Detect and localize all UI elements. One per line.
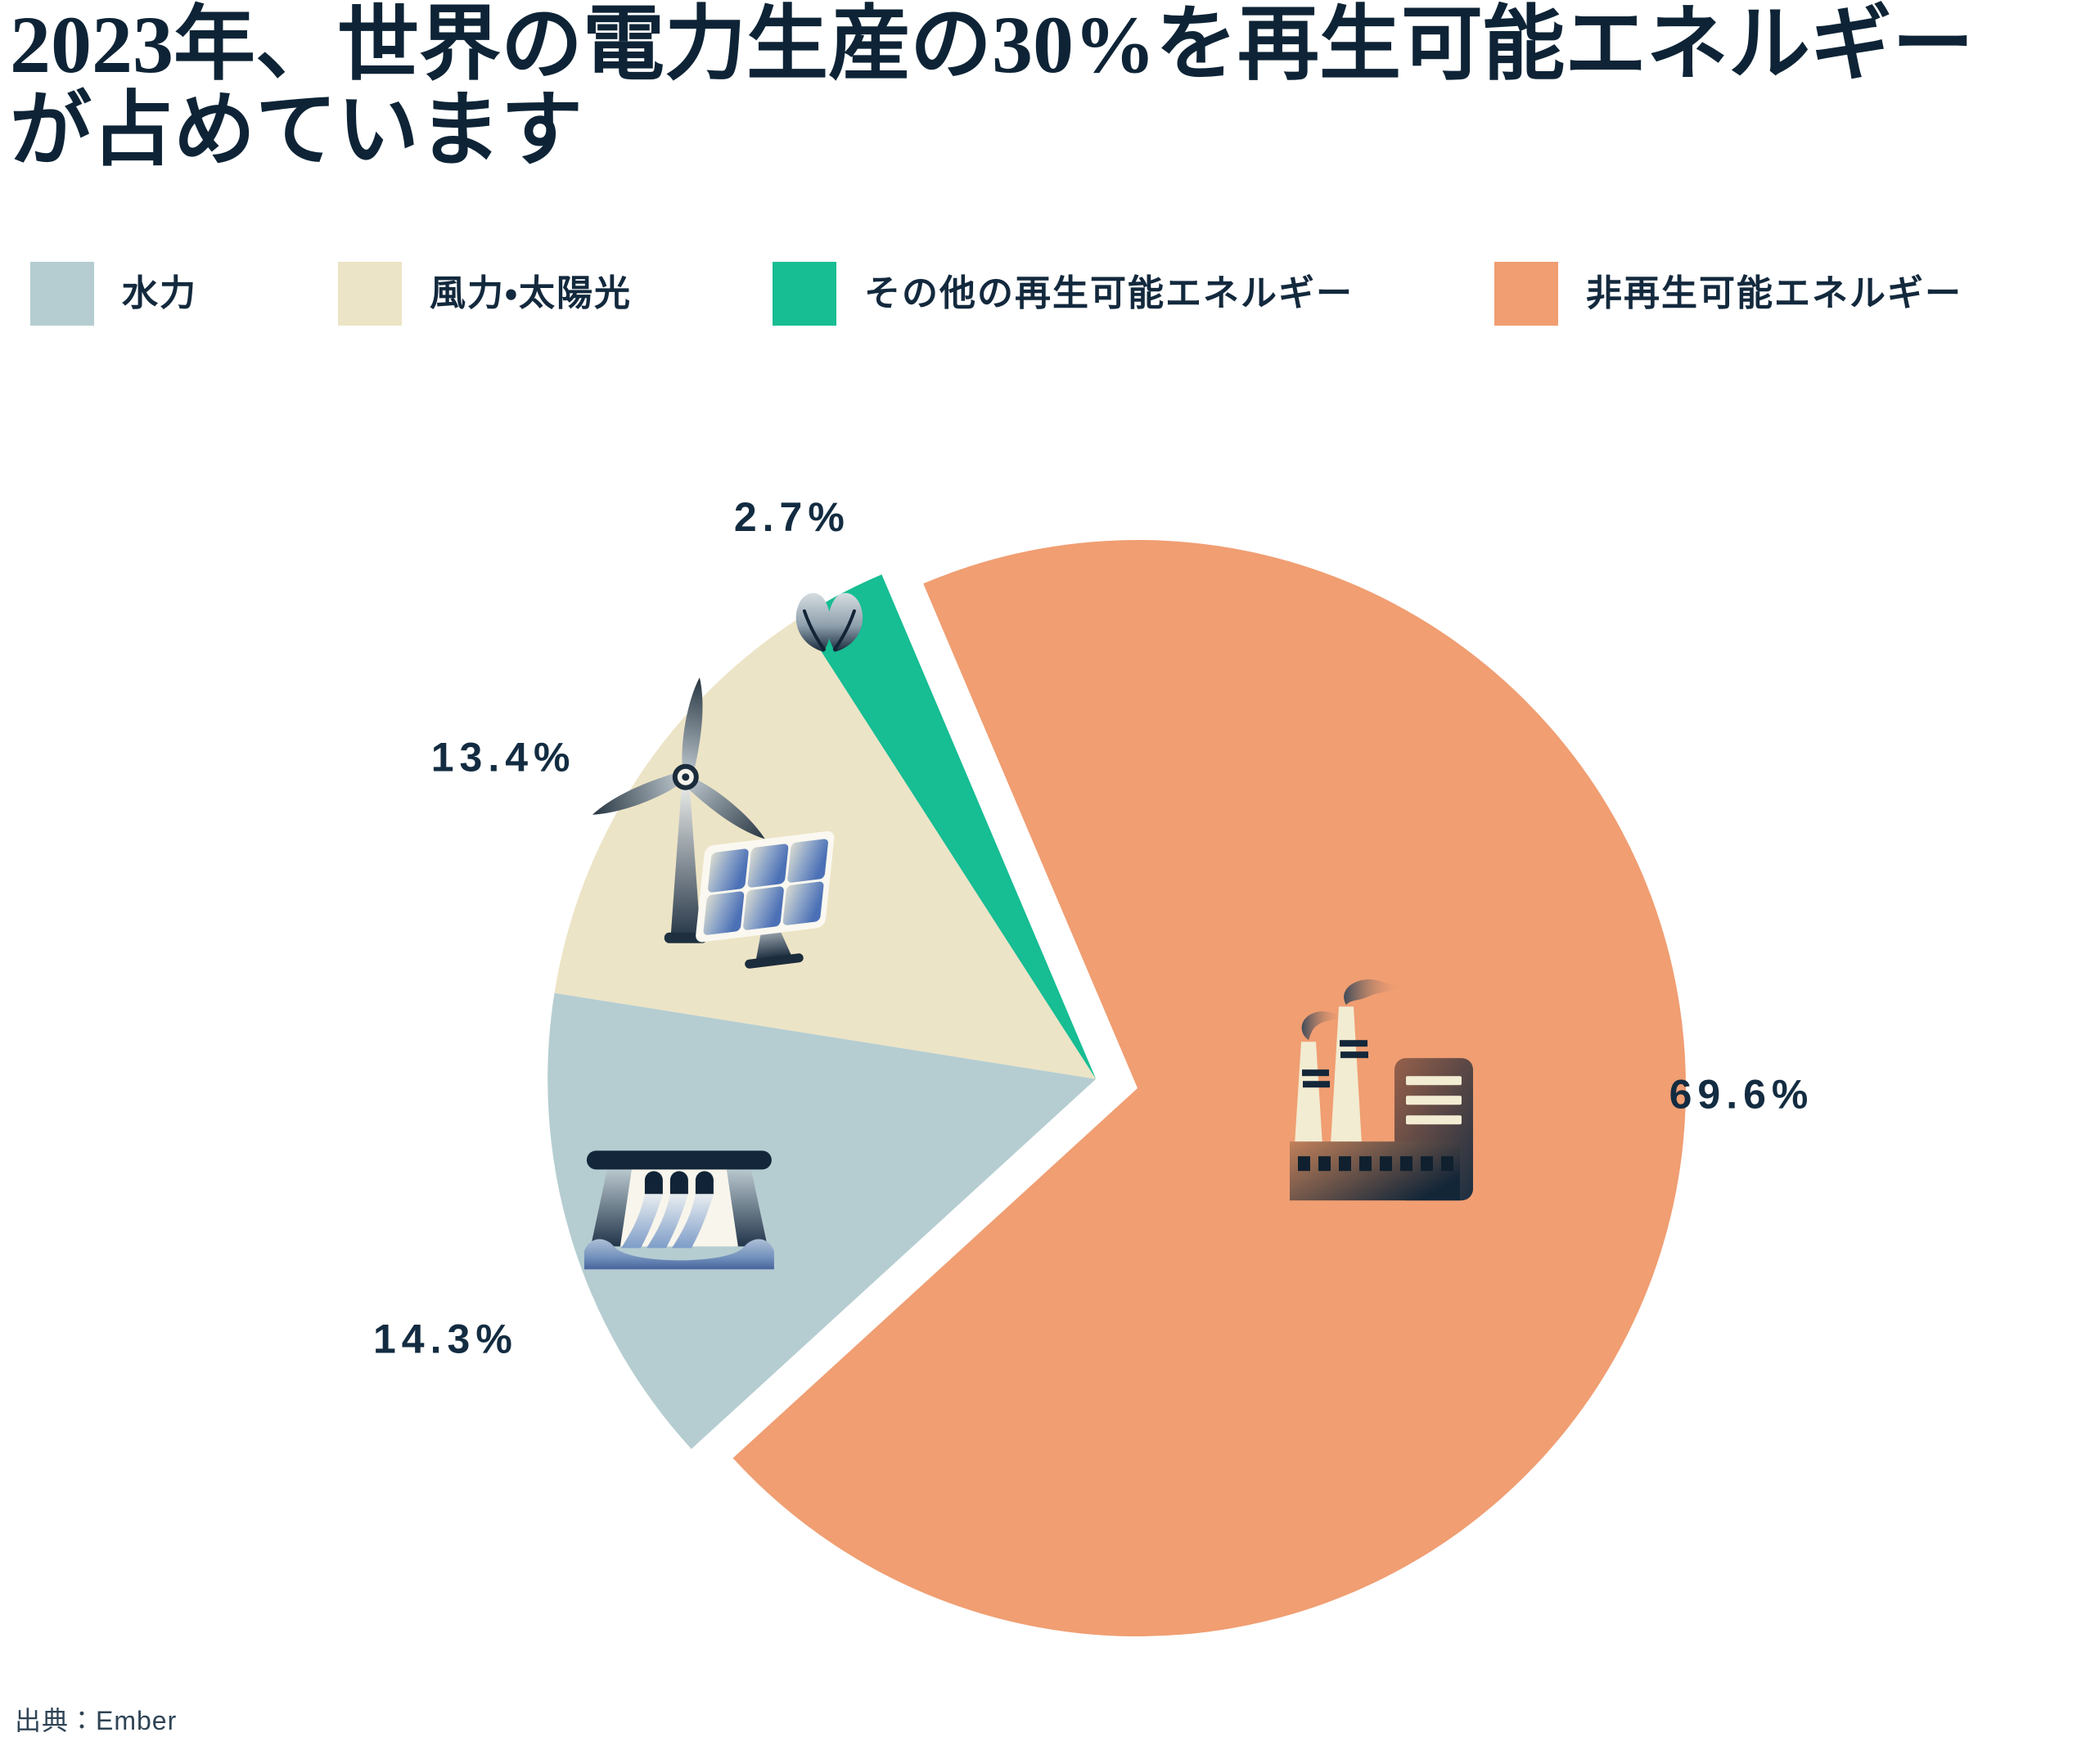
chart-title-line-2: が占めています [10,85,583,176]
legend-label: その他の再生可能エネルギー [863,273,1354,313]
pie-slice-label-other-renewables: 2.7% [734,494,850,540]
legend-item-2: 風力・太陽光 [338,262,632,326]
pie-slice-other-renewables[interactable] [800,574,1097,1079]
legend-swatch [1494,262,1558,326]
pie-slice-label-non-renewable: 69.6% [1669,1072,1814,1118]
chart-title: 2023年、世界の電力生産の30%を再生可能エネルギー が占めています [10,2,1974,173]
legend-label: 非再生可能エネルギー [1585,273,1962,313]
legend-item-1: 水力 [30,262,197,326]
pie-slice-non-renewable[interactable] [732,540,1687,1637]
legend-swatch [30,262,94,326]
pie-slice-label-hydro: 14.3% [373,1316,518,1362]
legend: 水力 風力・太陽光 その他の再生可能エネルギー 非再生可能エネルギー [30,262,2095,326]
legend-label: 水力 [122,273,197,313]
legend-swatch [772,262,836,326]
legend-label: 風力・太陽光 [430,273,632,313]
chart-title-line-1: 2023年、世界の電力生産の30%を再生可能エネルギー [10,0,1974,90]
pie-slice-hydro[interactable] [547,992,1097,1449]
pie-slice-label-wind-solar: 13.4% [431,735,576,781]
legend-swatch [338,262,402,326]
legend-item-4: 非再生可能エネルギー [1494,262,1962,326]
source-note: 出典：Ember [15,1706,178,1735]
legend-item-3: その他の再生可能エネルギー [772,262,1354,326]
